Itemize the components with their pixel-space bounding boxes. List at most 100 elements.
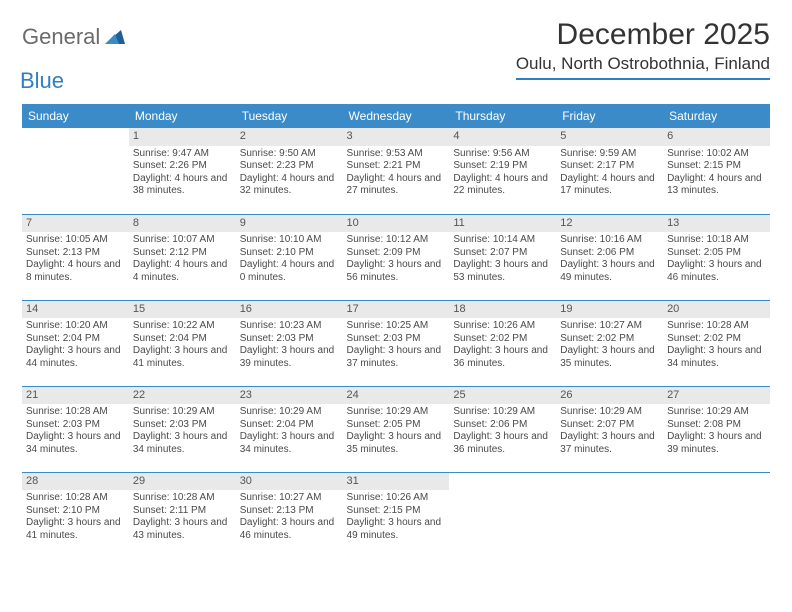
calendar-day-cell: 3Sunrise: 9:53 AMSunset: 2:21 PMDaylight… — [343, 128, 450, 214]
day-number: 27 — [663, 387, 770, 405]
calendar-week-row: 1Sunrise: 9:47 AMSunset: 2:26 PMDaylight… — [22, 128, 770, 214]
daylight-text: Daylight: 3 hours and 34 minutes. — [26, 431, 125, 456]
sunset-text: Sunset: 2:15 PM — [667, 160, 766, 173]
calendar-day-cell: 29Sunrise: 10:28 AMSunset: 2:11 PMDaylig… — [129, 472, 236, 558]
daylight-text: Daylight: 4 hours and 13 minutes. — [667, 173, 766, 198]
sunrise-text: Sunrise: 10:29 AM — [667, 406, 766, 419]
calendar-day-cell: 23Sunrise: 10:29 AMSunset: 2:04 PMDaylig… — [236, 386, 343, 472]
sunrise-text: Sunrise: 10:27 AM — [240, 492, 339, 505]
sunset-text: Sunset: 2:02 PM — [560, 333, 659, 346]
daylight-text: Daylight: 4 hours and 8 minutes. — [26, 259, 125, 284]
day-number: 30 — [236, 473, 343, 491]
sunrise-text: Sunrise: 10:10 AM — [240, 234, 339, 247]
calendar-day-cell: 26Sunrise: 10:29 AMSunset: 2:07 PMDaylig… — [556, 386, 663, 472]
weekday-heading: Tuesday — [236, 104, 343, 128]
sunset-text: Sunset: 2:13 PM — [26, 247, 125, 260]
sunrise-text: Sunrise: 10:25 AM — [347, 320, 446, 333]
calendar-day-cell: 21Sunrise: 10:28 AMSunset: 2:03 PMDaylig… — [22, 386, 129, 472]
sunset-text: Sunset: 2:21 PM — [347, 160, 446, 173]
daylight-text: Daylight: 3 hours and 39 minutes. — [667, 431, 766, 456]
weekday-heading: Monday — [129, 104, 236, 128]
daylight-text: Daylight: 4 hours and 27 minutes. — [347, 173, 446, 198]
weekday-heading: Sunday — [22, 104, 129, 128]
daylight-text: Daylight: 4 hours and 17 minutes. — [560, 173, 659, 198]
sunrise-text: Sunrise: 10:05 AM — [26, 234, 125, 247]
daylight-text: Daylight: 4 hours and 38 minutes. — [133, 173, 232, 198]
calendar-day-cell: 20Sunrise: 10:28 AMSunset: 2:02 PMDaylig… — [663, 300, 770, 386]
location-text: Oulu, North Ostrobothnia, Finland — [516, 54, 770, 80]
sunrise-text: Sunrise: 10:22 AM — [133, 320, 232, 333]
sunset-text: Sunset: 2:05 PM — [347, 419, 446, 432]
daylight-text: Daylight: 4 hours and 22 minutes. — [453, 173, 552, 198]
calendar-table: Sunday Monday Tuesday Wednesday Thursday… — [22, 104, 770, 558]
sunset-text: Sunset: 2:07 PM — [453, 247, 552, 260]
calendar-week-row: 28Sunrise: 10:28 AMSunset: 2:10 PMDaylig… — [22, 472, 770, 558]
sunrise-text: Sunrise: 10:23 AM — [240, 320, 339, 333]
daylight-text: Daylight: 3 hours and 37 minutes. — [560, 431, 659, 456]
day-number: 8 — [129, 215, 236, 233]
day-number: 9 — [236, 215, 343, 233]
calendar-week-row: 21Sunrise: 10:28 AMSunset: 2:03 PMDaylig… — [22, 386, 770, 472]
daylight-text: Daylight: 3 hours and 34 minutes. — [667, 345, 766, 370]
day-number: 29 — [129, 473, 236, 491]
day-number: 19 — [556, 301, 663, 319]
day-number: 28 — [22, 473, 129, 491]
daylight-text: Daylight: 3 hours and 34 minutes. — [133, 431, 232, 456]
sunrise-text: Sunrise: 10:26 AM — [453, 320, 552, 333]
sunset-text: Sunset: 2:03 PM — [240, 333, 339, 346]
daylight-text: Daylight: 3 hours and 34 minutes. — [240, 431, 339, 456]
calendar-body: 1Sunrise: 9:47 AMSunset: 2:26 PMDaylight… — [22, 128, 770, 558]
sunset-text: Sunset: 2:02 PM — [667, 333, 766, 346]
sunset-text: Sunset: 2:02 PM — [453, 333, 552, 346]
day-number: 20 — [663, 301, 770, 319]
day-number: 25 — [449, 387, 556, 405]
day-number: 11 — [449, 215, 556, 233]
calendar-header: Sunday Monday Tuesday Wednesday Thursday… — [22, 104, 770, 128]
daylight-text: Daylight: 3 hours and 36 minutes. — [453, 431, 552, 456]
calendar-day-cell — [449, 472, 556, 558]
sunset-text: Sunset: 2:17 PM — [560, 160, 659, 173]
sunset-text: Sunset: 2:04 PM — [133, 333, 232, 346]
calendar-day-cell: 7Sunrise: 10:05 AMSunset: 2:13 PMDayligh… — [22, 214, 129, 300]
brand-triangle-icon — [105, 28, 125, 49]
day-number: 31 — [343, 473, 450, 491]
sunrise-text: Sunrise: 9:53 AM — [347, 148, 446, 161]
calendar-week-row: 14Sunrise: 10:20 AM Sunset: 2:04 PM Daylig… — [22, 300, 770, 386]
day-number — [449, 473, 556, 477]
daylight-text: Daylight: 3 hours and 53 minutes. — [453, 259, 552, 284]
weekday-heading: Thursday — [449, 104, 556, 128]
weekday-heading: Friday — [556, 104, 663, 128]
calendar-day-cell: 30Sunrise: 10:27 AMSunset: 2:13 PMDaylig… — [236, 472, 343, 558]
calendar-day-cell: 31Sunrise: 10:26 AMSunset: 2:15 PMDaylig… — [343, 472, 450, 558]
daylight-text: Daylight: 3 hours and 44 minutes. — [26, 345, 125, 370]
sunset-text: Sunset: 2:08 PM — [667, 419, 766, 432]
calendar-day-cell: 24Sunrise: 10:29 AMSunset: 2:05 PMDaylig… — [343, 386, 450, 472]
sunrise-text: Sunrise: 10:29 AM — [560, 406, 659, 419]
day-number: 24 — [343, 387, 450, 405]
sunrise-text: Sunrise: 10:28 AM — [667, 320, 766, 333]
brand-word1: General — [22, 24, 100, 49]
calendar-day-cell: 18Sunrise: 10:26 AMSunset: 2:02 PMDaylig… — [449, 300, 556, 386]
brand-logo: General Blue — [22, 24, 125, 94]
sunrise-text: Sunrise: 10:27 AM — [560, 320, 659, 333]
calendar-day-cell: 5 Sunrise: 9:59 AMSunset: 2:17 PMDaylight… — [556, 128, 663, 214]
daylight-text: Daylight: 3 hours and 56 minutes. — [347, 259, 446, 284]
calendar-day-cell: 15Sunrise: 10:22 AMSunset: 2:04 PMDaylig… — [129, 300, 236, 386]
day-number: 26 — [556, 387, 663, 405]
month-title: December 2025 — [516, 18, 770, 52]
sunset-text: Sunset: 2:10 PM — [240, 247, 339, 260]
sunset-text: Sunset: 2:19 PM — [453, 160, 552, 173]
day-number: 14 — [22, 301, 129, 319]
calendar-day-cell: 22Sunrise: 10:29 AMSunset: 2:03 PMDaylig… — [129, 386, 236, 472]
daylight-text: Daylight: 3 hours and 35 minutes. — [347, 431, 446, 456]
sunrise-text: Sunrise: 9:59 AM — [560, 148, 659, 161]
calendar-day-cell — [22, 128, 129, 214]
day-number: 2 — [236, 128, 343, 146]
day-number: 12 — [556, 215, 663, 233]
day-number: 17 — [343, 301, 450, 319]
sunset-text: Sunset: 2:15 PM — [347, 505, 446, 518]
sunrise-text: Sunrise: 9:50 AM — [240, 148, 339, 161]
day-number: 5 — [556, 128, 663, 146]
sunrise-text: Sunrise: 10:07 AM — [133, 234, 232, 247]
sunrise-text: Sunrise: 10:20 AM — [26, 320, 125, 333]
